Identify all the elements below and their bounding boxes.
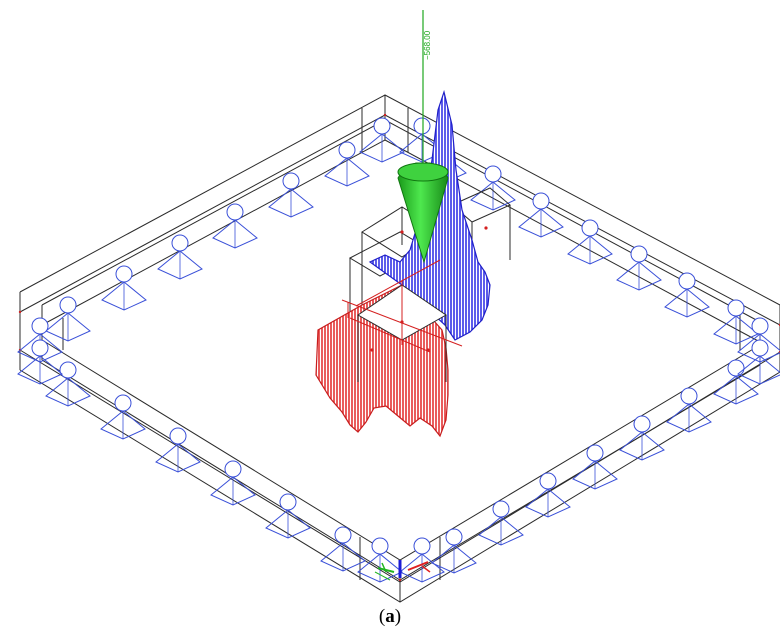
pinned-support-icon bbox=[518, 192, 564, 238]
pinned-support-icon bbox=[666, 387, 712, 433]
pinned-support-icon bbox=[431, 528, 477, 574]
force-arrow-icon[interactable] bbox=[397, 10, 449, 264]
pinned-support-icon bbox=[713, 359, 759, 405]
caption-open-paren: ( bbox=[378, 606, 386, 627]
caption-letter: a bbox=[385, 606, 395, 627]
pinned-support-icon bbox=[17, 339, 63, 385]
pinned-support-icon bbox=[265, 493, 311, 539]
pinned-support-icon bbox=[399, 537, 445, 583]
pinned-support-icon bbox=[664, 272, 710, 318]
pinned-support-icon bbox=[359, 117, 405, 163]
pinned-support-icon bbox=[713, 299, 759, 345]
pinned-support-icon bbox=[737, 339, 780, 385]
pinned-support-icon bbox=[320, 526, 366, 572]
pinned-support-icon bbox=[101, 265, 147, 311]
model-viewport[interactable]: −568.00 bbox=[0, 0, 780, 605]
pinned-support-icon bbox=[619, 415, 665, 461]
pinned-support-icon bbox=[478, 500, 524, 546]
axis-triad-icon bbox=[374, 560, 431, 581]
node-points bbox=[370, 226, 488, 352]
pinned-support-icon bbox=[210, 460, 256, 506]
pinned-support-icon bbox=[45, 361, 91, 407]
pinned-support-icon bbox=[525, 472, 571, 518]
pinned-support-icon bbox=[155, 427, 201, 473]
pinned-support-icon bbox=[45, 296, 91, 342]
figure-caption: (a) bbox=[0, 606, 780, 628]
pinned-support-icon bbox=[616, 245, 662, 291]
pinned-support-icon bbox=[357, 537, 403, 583]
pinned-support-icon bbox=[212, 203, 258, 249]
local-axis-lines bbox=[341, 259, 463, 353]
pinned-support-icon bbox=[157, 234, 203, 280]
pinned-support-icon bbox=[567, 219, 613, 265]
pinned-support-icon bbox=[268, 172, 314, 218]
pinned-support-icon bbox=[100, 394, 146, 440]
pinned-support-icon bbox=[470, 165, 516, 211]
support-symbols bbox=[17, 117, 780, 583]
pinned-support-icon bbox=[572, 444, 618, 490]
pinned-support-icon bbox=[324, 141, 370, 187]
force-value-label: −568.00 bbox=[423, 30, 432, 60]
caption-close-paren: ) bbox=[394, 606, 402, 627]
